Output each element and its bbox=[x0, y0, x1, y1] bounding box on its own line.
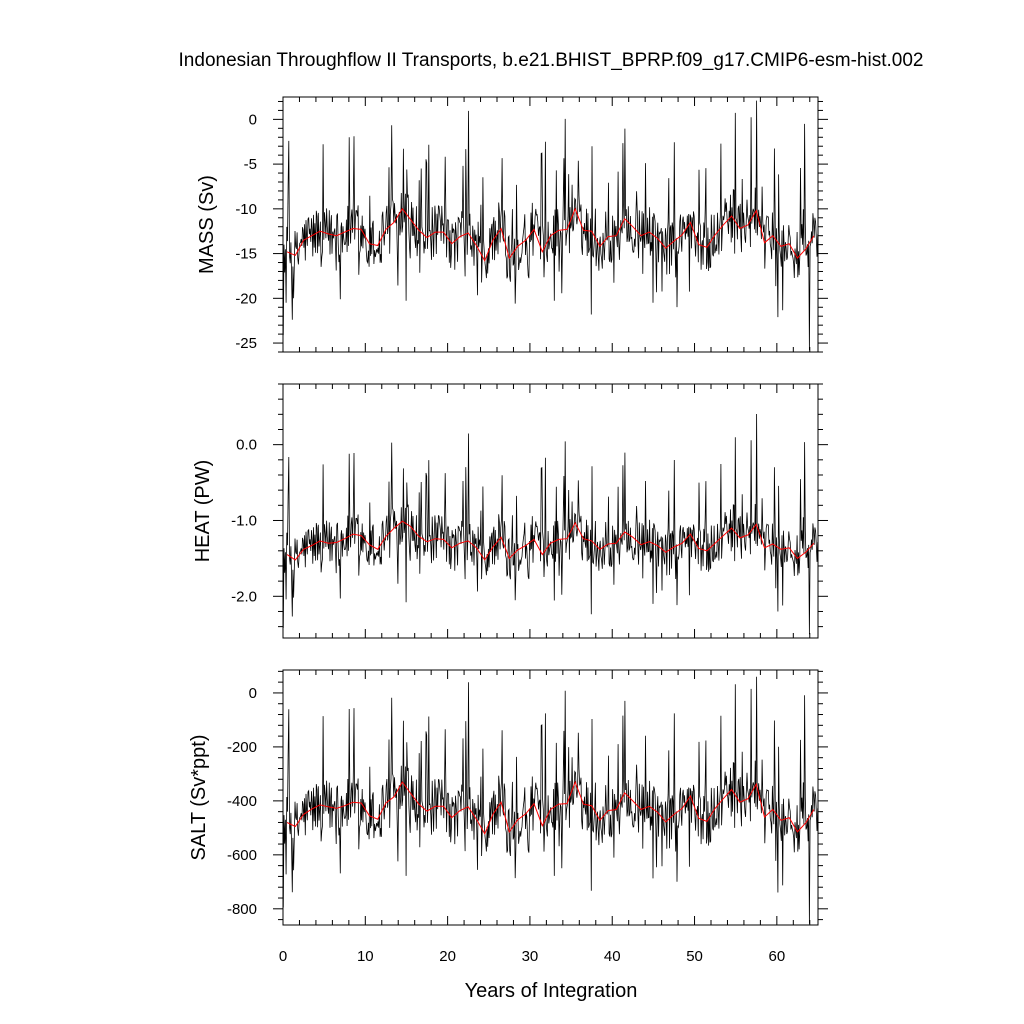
panel-2: 0.0 -1.0 -2.0 HEAT (PW) bbox=[192, 383, 828, 639]
x-tick-label: 60 bbox=[769, 948, 786, 965]
monthly-series-line bbox=[283, 413, 818, 635]
plot-frame bbox=[282, 383, 819, 639]
y-tick-label: 0 bbox=[249, 111, 257, 128]
panel-1: 0 -5 -10 -15 -20 -25 MASS (Sv) bbox=[196, 96, 828, 353]
x-tick-label: 40 bbox=[604, 948, 621, 965]
y-axis-label: SALT (Sv*ppt) bbox=[188, 735, 210, 861]
y-tick-label: -10 bbox=[235, 201, 257, 218]
y-tick-label: -1.0 bbox=[231, 512, 257, 529]
y-tick-label: 0 bbox=[249, 685, 257, 702]
y-tick-label: -600 bbox=[227, 847, 257, 864]
y-tick-label: -2.0 bbox=[231, 588, 257, 605]
y-tick-label: -400 bbox=[227, 793, 257, 810]
y-tick-label: -5 bbox=[244, 156, 257, 173]
y-tick-label: -800 bbox=[227, 901, 257, 918]
x-tick-label: 10 bbox=[357, 948, 374, 965]
plot-frame bbox=[282, 96, 819, 353]
annual-mean-line bbox=[286, 780, 815, 835]
chart-title: Indonesian Throughflow II Transports, b.… bbox=[179, 50, 924, 71]
x-axis-label: Years of Integration bbox=[465, 980, 638, 1002]
monthly-series-line bbox=[283, 676, 818, 924]
annual-mean-line bbox=[286, 520, 815, 561]
x-tick-label: 50 bbox=[686, 948, 703, 965]
y-tick-label: -20 bbox=[235, 290, 257, 307]
x-tick-label: 30 bbox=[522, 948, 539, 965]
panels: 0 -5 -10 -15 -20 -25 MASS (Sv) 0.0 -1.0 -2.0 HEAT … bbox=[188, 96, 828, 965]
y-tick-label: -200 bbox=[227, 739, 257, 756]
x-tick-label: 20 bbox=[439, 948, 456, 965]
annual-mean-line bbox=[286, 207, 815, 262]
plot-frame bbox=[282, 669, 819, 926]
y-tick-label: -15 bbox=[235, 246, 257, 263]
monthly-series-line bbox=[283, 100, 818, 351]
y-tick-label: -25 bbox=[235, 335, 257, 352]
y-tick-label: 0.0 bbox=[236, 437, 257, 454]
y-axis-label: HEAT (PW) bbox=[192, 460, 214, 563]
x-tick-label: 0 bbox=[279, 948, 287, 965]
panel-3: 0 -200 -400 -600 -800 SALT (Sv*ppt) 0 10 20 30 40 5… bbox=[188, 669, 828, 965]
y-axis-label: MASS (Sv) bbox=[196, 175, 218, 274]
